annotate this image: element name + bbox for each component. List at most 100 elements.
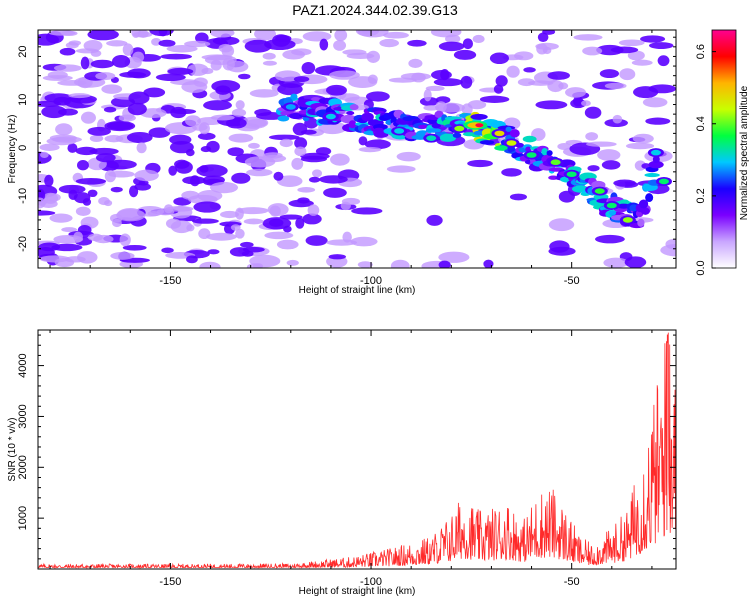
spectrogram-cell	[268, 134, 300, 141]
spectrogram-cell	[132, 51, 145, 63]
spectrogram-cell	[38, 197, 46, 209]
spectrogram-cell	[231, 172, 251, 184]
spectrogram-cell	[603, 257, 629, 268]
spectrogram-cell	[134, 169, 159, 182]
spectrogram-cell	[136, 142, 147, 154]
spectrogram-cell	[334, 30, 348, 42]
spectrogram-cell	[297, 197, 310, 204]
spectrogram-cell	[640, 207, 650, 215]
spectrogram-cell	[523, 67, 536, 73]
spectrogram-cell	[622, 217, 633, 223]
spectrogram-cell	[648, 42, 674, 49]
spectrogram-cell	[494, 130, 505, 137]
spectrogram-cell	[279, 214, 303, 220]
spectrogram-cell	[505, 126, 512, 132]
spectrogram-cell	[425, 85, 445, 92]
spectrogram-cell	[42, 75, 73, 81]
spectrogram-cell	[333, 40, 347, 51]
spectrogram-cell	[645, 193, 654, 202]
spectrogram-cell	[95, 72, 116, 81]
spectrogram-cell	[158, 39, 176, 47]
spectrogram-cell	[373, 127, 384, 132]
spectrogram-cell	[262, 52, 276, 60]
spectrogram-cell	[77, 159, 89, 171]
spectrogram-cell	[658, 178, 669, 185]
spectrogram-cell	[418, 124, 429, 129]
spectrogram-cell	[191, 218, 219, 224]
spectrogram-cell	[229, 247, 250, 257]
spectrogram-cell	[246, 118, 268, 128]
spectrogram-cell	[495, 75, 508, 87]
spectrogram-cell	[119, 233, 131, 247]
spectrogram-cell	[110, 251, 135, 260]
spectrogram-cell	[438, 251, 470, 263]
spectrogram-cell	[509, 193, 528, 201]
spectrogram-cell	[547, 79, 564, 93]
spectrogram-cell	[222, 57, 235, 71]
spectrogram-cell	[53, 64, 82, 72]
spectrogram-cell	[167, 67, 194, 75]
colorbar-gradient	[711, 29, 737, 269]
spectrogram-cell	[246, 263, 262, 268]
spectrogram-cell	[599, 69, 620, 79]
spectrogram-cell	[411, 72, 426, 83]
spectrogram-cell	[425, 128, 442, 133]
spectrogram-cell	[89, 147, 119, 155]
spectrogram-cell	[73, 192, 91, 204]
spectrogram-cell	[134, 182, 152, 191]
spectrogram-cell	[277, 83, 303, 96]
x-tick-label: -150	[159, 576, 181, 588]
spectrogram-cell	[276, 239, 299, 250]
spectrogram-cell	[158, 30, 168, 37]
x-tick-label: -50	[564, 275, 580, 287]
spectrogram-cell	[315, 147, 332, 156]
y-tick-label: 20	[17, 46, 29, 58]
colorbar-tick-label: 0.4	[695, 116, 707, 131]
spectrogram-cell	[193, 201, 221, 213]
spectrogram-cell	[637, 218, 645, 227]
spectrogram-cell	[351, 207, 383, 215]
spectrogram-cell	[348, 76, 378, 88]
spectrogram-cell	[348, 120, 357, 129]
spectrogram-cell	[268, 218, 284, 227]
spectrogram-cell	[460, 75, 473, 89]
spectrogram-cell	[168, 165, 178, 176]
spectrogram-cell	[211, 80, 241, 93]
spectrogram-cell	[326, 239, 358, 246]
spectrogram-cell	[358, 136, 368, 146]
x-tick-label: -50	[564, 576, 580, 588]
spectrogram-cell	[87, 189, 98, 198]
spectrogram-cell	[467, 100, 487, 110]
spectrogram-cell	[548, 218, 575, 232]
spectrogram-cell	[585, 141, 617, 147]
spectrogram-cell	[289, 112, 303, 120]
spectrogram-cell	[631, 59, 653, 66]
spectrogram-cell	[185, 148, 195, 157]
spectrogram-cell	[225, 117, 247, 129]
spectrogram-cell	[55, 123, 73, 136]
spectrogram-cell	[297, 187, 316, 193]
spectrogram-cell	[228, 133, 254, 143]
spectrogram-cell	[440, 68, 450, 81]
spectrogram-cell	[199, 165, 209, 173]
spectrogram-cell	[627, 50, 645, 61]
spectrogram-cell	[277, 115, 290, 122]
spectrogram-cell	[472, 34, 485, 44]
spectrogram-cell	[301, 61, 316, 75]
spectrogram-cell	[546, 150, 553, 156]
spectrogram-cell	[185, 115, 201, 127]
spectrogram-cell	[330, 153, 350, 166]
spectrogram-cell	[438, 41, 465, 52]
spectrogram-cell	[439, 133, 457, 142]
spectrogram-cell	[104, 135, 124, 143]
spectrogram-cell	[550, 159, 561, 166]
y-tick-label: -20	[17, 236, 29, 252]
spectrogram-cell	[318, 121, 347, 135]
spectrogram-cell	[601, 160, 621, 170]
spectrogram-cell	[207, 249, 220, 255]
spectrogram-cell	[302, 213, 322, 225]
spectrogram-cell	[535, 42, 559, 50]
spectrogram-cell	[642, 97, 668, 108]
spectrogram-cell	[80, 56, 90, 70]
spectrogram-cell	[75, 177, 107, 185]
